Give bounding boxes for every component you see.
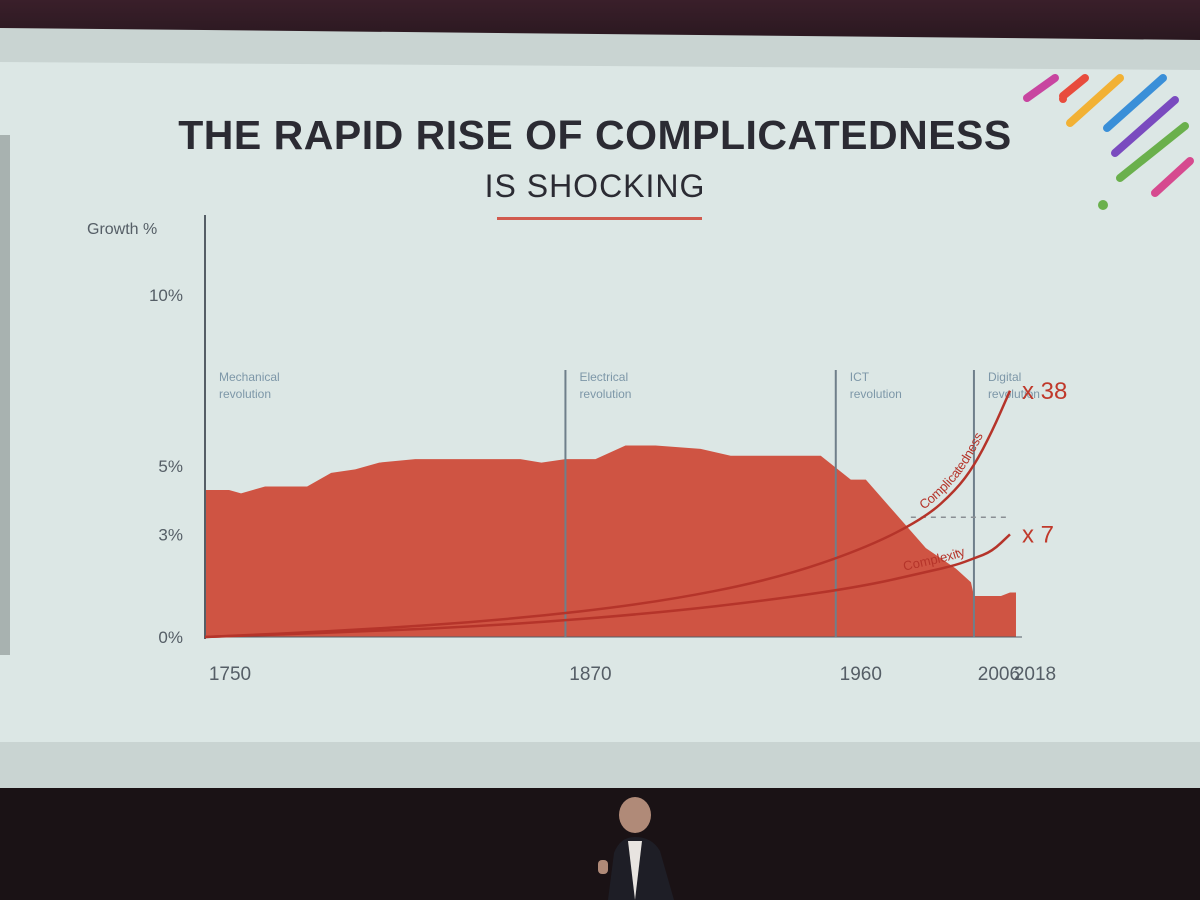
era-label: Mechanical: [219, 370, 280, 384]
x-tick-label: 2006: [978, 664, 1020, 685]
era-label: revolution: [219, 387, 271, 401]
logo-stripe-magenta: [1023, 74, 1059, 102]
slide-subtitle: IS SHOCKING: [484, 168, 706, 204]
logo-stripe-pink: [1151, 157, 1194, 197]
series-name-path: Complicatedness: [916, 429, 986, 512]
y-tick-label: 10%: [149, 286, 183, 305]
complexity-line: [204, 533, 1011, 639]
logo-stripe-green: [1116, 122, 1189, 182]
logo-stripe-purple: [1111, 96, 1179, 157]
logo-stripe-yellow: [1066, 74, 1124, 127]
era-label: Digital: [988, 370, 1021, 384]
multiplier-38: x 38: [1022, 378, 1067, 405]
x-tick-label: 2018: [1014, 664, 1056, 685]
y-tick-label: 0%: [158, 628, 183, 647]
era-label: revolution: [988, 387, 1040, 401]
logo-stripe-blue: [1103, 74, 1167, 132]
presenter-head: [619, 797, 651, 833]
era-label: Electrical: [579, 370, 628, 384]
era-label: revolution: [850, 387, 902, 401]
slide-title: THE RAPID RISE OF COMPLICATEDNESS: [178, 112, 1012, 158]
x-tick-label: 1960: [840, 664, 882, 685]
left-side-panel: [0, 135, 10, 655]
y-tick-label: 3%: [158, 525, 183, 544]
multiplier-7: x 7: [1022, 521, 1054, 548]
era-label: ICT: [850, 370, 870, 384]
presenter-jacket: [608, 837, 674, 900]
brand-stripes-logo: [1023, 74, 1194, 210]
title-underline: [497, 217, 702, 220]
logo-dot-red: [1059, 95, 1067, 103]
era-label: revolution: [579, 387, 631, 401]
presenter-hand: [598, 860, 608, 874]
x-tick-label: 1750: [209, 664, 251, 685]
y-tick-label: 5%: [158, 457, 183, 476]
y-axis-label: Growth %: [87, 221, 157, 238]
presenter-figure: [598, 797, 674, 900]
presenter-shirt: [628, 841, 642, 900]
complicatedness-line: [204, 390, 1012, 639]
logo-dot-green: [1098, 200, 1108, 210]
x-tick-label: 1870: [569, 664, 611, 685]
logo-stripe-red: [1059, 74, 1089, 100]
complicatedness-label: Complicatedness: [916, 429, 986, 512]
growth-area: [205, 445, 1016, 637]
